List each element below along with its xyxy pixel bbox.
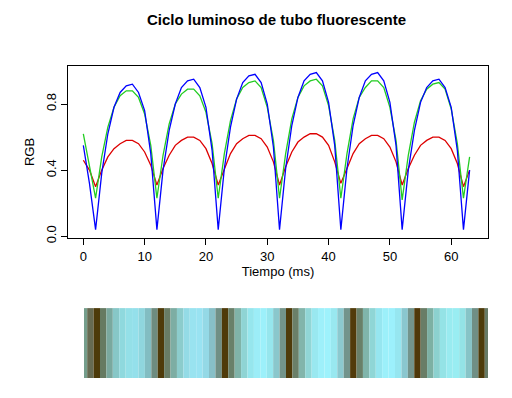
svg-text:20: 20 [199,249,213,264]
svg-text:30: 30 [260,249,274,264]
svg-text:0.8: 0.8 [44,93,59,111]
svg-text:0: 0 [80,249,87,264]
svg-text:0.4: 0.4 [44,159,59,177]
svg-text:50: 50 [383,249,397,264]
svg-text:0.0: 0.0 [44,225,59,243]
svg-text:Ciclo luminoso de tubo fluores: Ciclo luminoso de tubo fluorescente [147,11,406,28]
svg-text:RGB: RGB [22,138,37,166]
svg-text:Tiempo (ms): Tiempo (ms) [242,264,314,279]
svg-text:60: 60 [444,249,458,264]
svg-text:10: 10 [137,249,151,264]
svg-text:40: 40 [321,249,335,264]
